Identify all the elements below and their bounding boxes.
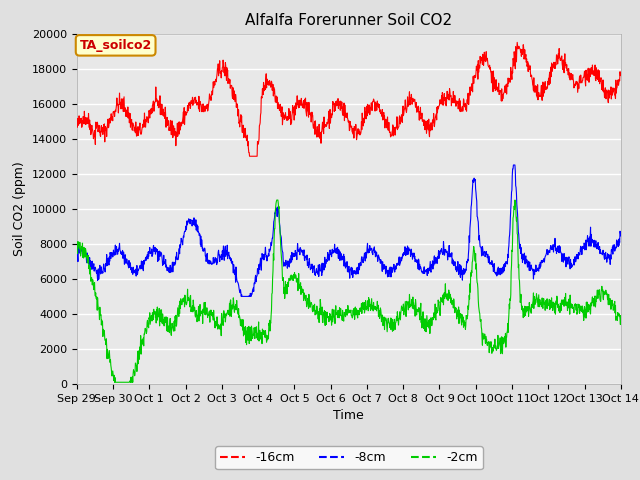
Text: TA_soilco2: TA_soilco2 (79, 39, 152, 52)
Title: Alfalfa Forerunner Soil CO2: Alfalfa Forerunner Soil CO2 (245, 13, 452, 28)
Legend: -16cm, -8cm, -2cm: -16cm, -8cm, -2cm (215, 446, 483, 469)
Y-axis label: Soil CO2 (ppm): Soil CO2 (ppm) (13, 161, 26, 256)
X-axis label: Time: Time (333, 409, 364, 422)
